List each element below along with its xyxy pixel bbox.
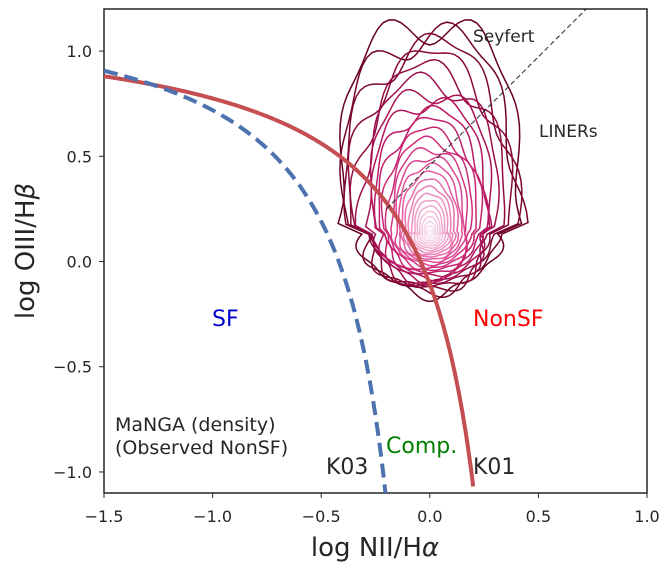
x-tick-label: −1.0 (193, 507, 232, 526)
density-contour (380, 126, 477, 272)
line-seyfert-liner-divider (386, 9, 587, 210)
density-contour (364, 88, 493, 286)
k03-label: K03 (326, 455, 368, 480)
x-tick-label: 0.0 (417, 507, 442, 526)
comp-label: Comp. (386, 434, 457, 459)
demarcation-lines (104, 9, 587, 493)
sf-label: SF (212, 307, 239, 332)
manga-label-line2: (Observed NonSF) (115, 437, 288, 459)
density-contour (398, 162, 464, 264)
density-contour (349, 58, 506, 286)
y-axis-label-symbol: β (11, 183, 41, 201)
x-tick-label: 1.0 (634, 507, 659, 526)
y-axis-label-text: log OIII/H (11, 199, 41, 319)
seyfert-label: Seyfert (473, 27, 535, 47)
density-contour (416, 210, 444, 247)
density-contour (418, 215, 442, 245)
y-tick-label: 0.5 (67, 147, 92, 166)
line-k03 (104, 68, 388, 493)
manga-label-line1: MaNGA (density) (115, 414, 276, 436)
density-contour (400, 170, 460, 260)
y-tick-label: −1.0 (53, 463, 92, 482)
x-tick-label: −0.5 (302, 507, 341, 526)
y-tick-label: −0.5 (53, 358, 92, 377)
density-contour (384, 135, 473, 271)
y-tick-label: 0.0 (67, 253, 92, 272)
x-axis-label-symbol: α (422, 533, 439, 563)
y-axis-ticks: −1.0 −0.5 0.0 0.5 1.0 (53, 42, 104, 482)
x-axis-label-text: log NII/H (311, 533, 422, 563)
density-contour (426, 229, 434, 238)
x-axis-ticks: −1.5 −1.0 −0.5 0.0 0.5 1.0 (85, 493, 660, 526)
density-contour (394, 156, 467, 267)
y-tick-label: 1.0 (67, 42, 92, 61)
density-contour (410, 199, 450, 252)
density-contour (390, 146, 469, 270)
density-contour (402, 178, 457, 258)
density-contour (423, 225, 436, 240)
x-tick-label: 0.5 (526, 507, 551, 526)
density-contour (420, 220, 439, 242)
density-contour (413, 204, 447, 249)
density-contour (354, 71, 500, 287)
density-contour (378, 116, 484, 274)
x-tick-label: −1.5 (85, 507, 124, 526)
liners-label: LINERs (539, 122, 598, 142)
nonsf-label: NonSF (473, 307, 543, 332)
y-axis-label: log OIII/Hβ (11, 183, 41, 319)
x-axis-label: log NII/Hα (311, 533, 439, 563)
k01-label: K01 (473, 455, 515, 480)
